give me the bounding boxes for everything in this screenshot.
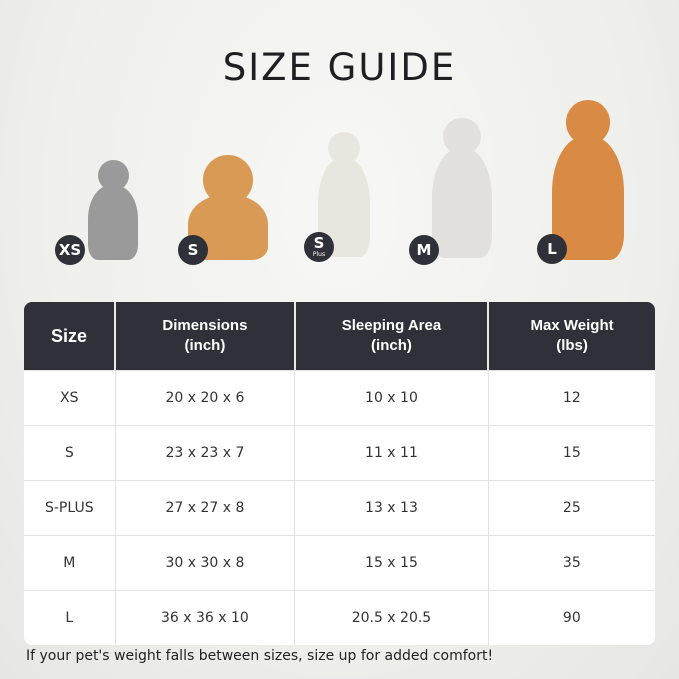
french-bulldog-image [432,118,492,258]
table-cell: 20 x 20 x 6 [115,370,296,426]
table-cell: 12 [488,370,655,426]
table-cell: M [24,535,116,591]
size-badge: M [409,235,439,265]
column-header: Size [24,302,117,371]
table-row: S-PLUS 27 x 27 x 8 13 x 13 25 [24,480,655,536]
size-badge: L [537,234,567,264]
table-cell: 10 x 10 [294,370,489,426]
table-cell: 27 x 27 x 8 [115,480,296,536]
table-cell: 15 [488,425,655,481]
column-header: Dimensions (inch) [115,302,296,371]
table-cell: L [24,590,116,645]
table-row: M 30 x 30 x 8 15 x 15 35 [24,535,655,591]
table-cell: 90 [488,590,655,645]
table-cell: XS [24,370,116,426]
table-row: L 36 x 36 x 10 20.5 x 20.5 90 [24,590,655,645]
page-title: SIZE GUIDE [222,46,457,89]
pomeranian-image [188,155,268,260]
size-table: Size Dimensions (inch) Sleeping Area (inch) M… [24,302,655,645]
sizing-note: If your pet's weight falls between sizes… [26,648,494,664]
badge-label: S [187,240,199,259]
table-cell: 36 x 36 x 10 [115,590,296,645]
table-cell: 15 x 15 [294,535,489,591]
header-label: Max Weight [530,316,614,334]
size-badge: XS [55,235,85,265]
table-cell: S-PLUS [24,480,116,536]
badge-label: L [547,239,557,258]
table-cell: 30 x 30 x 8 [115,535,296,591]
table-row: S 23 x 23 x 7 11 x 11 15 [24,425,655,481]
header-unit: (lbs) [556,337,588,354]
table-cell: 13 x 13 [294,480,489,536]
table-cell: 11 x 11 [294,425,489,481]
jack-russell-image [318,132,370,257]
size-badge: S Plus [304,232,334,262]
header-label: Sleeping Area [341,316,442,334]
table-row: XS 20 x 20 x 6 10 x 10 12 [24,370,655,426]
header-unit: (inch) [184,337,226,354]
cat-image [88,160,138,260]
column-header: Sleeping Area (inch) [294,302,490,371]
header-label: Dimensions [162,316,248,334]
header-row: Size Dimensions (inch) Sleeping Area (inch) M… [24,302,655,371]
table-cell: 35 [488,535,655,591]
badge-label: M [416,240,432,259]
shiba-inu-image [552,100,624,260]
table-cell: 25 [488,480,655,536]
size-badge: S [178,235,208,265]
badge-label: XS [58,240,82,259]
header-label: Size [51,325,88,346]
badge-sublabel: Plus [312,251,326,258]
table-cell: S [24,425,116,481]
table-cell: 20.5 x 20.5 [294,590,489,645]
badge-label: S [313,234,325,252]
table-cell: 23 x 23 x 7 [115,425,296,481]
column-header: Max Weight (lbs) [488,302,655,371]
header-unit: (inch) [371,337,412,354]
